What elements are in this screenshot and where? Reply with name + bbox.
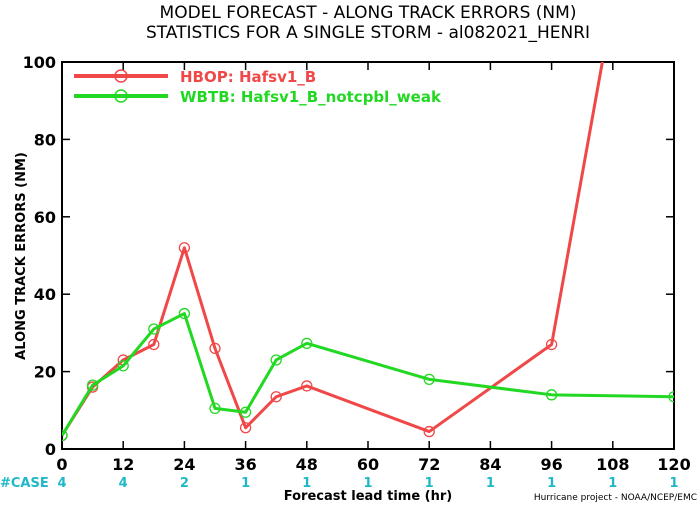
y-tick-label: 80 xyxy=(34,130,56,149)
data-point xyxy=(148,323,160,335)
series-line-2 xyxy=(62,312,674,437)
data-point xyxy=(117,360,129,372)
data-point xyxy=(545,338,558,351)
y-tick-label: 40 xyxy=(34,285,56,304)
case-count: 1 xyxy=(302,476,311,491)
data-point xyxy=(239,422,252,434)
data-point xyxy=(62,429,68,442)
legend-label: WBTB: Hafsv1_B_notcpbl_weak xyxy=(180,88,442,106)
legend-swatch-marker xyxy=(114,69,128,83)
x-tick-label: 60 xyxy=(357,455,379,474)
data-point xyxy=(148,338,160,351)
case-count: 1 xyxy=(669,476,678,491)
data-point xyxy=(178,307,191,320)
x-tick-label: 120 xyxy=(657,455,690,474)
x-tick-label: 12 xyxy=(112,455,134,474)
x-tick-label: 72 xyxy=(418,455,440,474)
y-tick-label: 100 xyxy=(23,53,56,72)
case-label: #CASE xyxy=(0,476,49,491)
x-tick-label: 36 xyxy=(234,455,256,474)
x-tick-label: 24 xyxy=(173,455,195,474)
case-count: 1 xyxy=(486,476,495,491)
data-point xyxy=(270,354,282,366)
data-point xyxy=(423,425,435,438)
case-count: 1 xyxy=(547,476,556,491)
case-count: 4 xyxy=(57,476,66,491)
x-tick-label: 108 xyxy=(596,455,629,474)
x-tick-label: 96 xyxy=(540,455,562,474)
legend: HBOP: Hafsv1_B WBTB: Hafsv1_B_notcpbl_wea… xyxy=(74,68,442,106)
x-tick-label: 48 xyxy=(296,455,318,474)
data-point xyxy=(301,380,313,392)
series-group xyxy=(62,0,674,442)
y-tick-label: 60 xyxy=(34,208,56,227)
case-count: 4 xyxy=(119,476,128,491)
axis-ticks: 0 12 24 36 48 60 72 84 96 108 120 0 20 40 60 80 100 xyxy=(23,53,691,474)
data-point xyxy=(423,373,435,385)
data-point xyxy=(86,379,99,391)
case-count: 1 xyxy=(241,476,250,491)
x-tick-label: 84 xyxy=(479,455,501,474)
plot-frame xyxy=(61,61,675,450)
case-counts: #CASE 4 4 2 1 1 1 1 1 1 1 1 xyxy=(0,476,679,491)
credit-text: Hurricane project - NOAA/NCEP/EMC xyxy=(534,493,697,503)
data-point xyxy=(608,0,618,9)
chart-title: MODEL FORECAST - ALONG TRACK ERRORS (NM) xyxy=(160,3,577,23)
legend-swatch-marker xyxy=(114,89,128,103)
data-point xyxy=(545,389,558,401)
series-line-1 xyxy=(62,62,604,437)
data-point xyxy=(239,406,252,418)
case-count: 2 xyxy=(180,476,189,491)
y-tick-label: 0 xyxy=(45,440,56,459)
data-point xyxy=(178,242,191,254)
data-point xyxy=(209,342,221,355)
legend-label: HBOP: Hafsv1_B xyxy=(180,68,316,86)
data-point xyxy=(270,391,282,403)
case-count: 1 xyxy=(363,476,372,491)
y-axis-label: ALONG TRACK ERRORS (NM) xyxy=(14,152,29,360)
data-point xyxy=(668,391,674,403)
x-axis-label: Forecast lead time (hr) xyxy=(284,489,452,504)
data-point xyxy=(209,402,221,415)
x-tick-label: 0 xyxy=(56,455,67,474)
chart-subtitle: STATISTICS FOR A SINGLE STORM - al082021… xyxy=(146,23,590,43)
case-count: 1 xyxy=(608,476,617,491)
y-tick-label: 20 xyxy=(34,363,56,382)
case-count: 1 xyxy=(425,476,434,491)
data-point xyxy=(301,337,313,349)
